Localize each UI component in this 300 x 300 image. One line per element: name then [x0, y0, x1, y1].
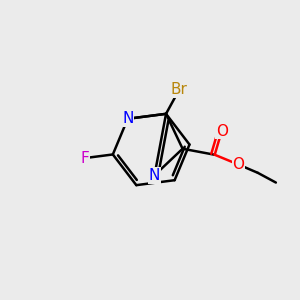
- Text: F: F: [81, 151, 90, 166]
- Text: N: N: [149, 168, 160, 183]
- Text: Br: Br: [171, 82, 188, 97]
- Text: O: O: [232, 157, 244, 172]
- Text: O: O: [216, 124, 228, 139]
- Text: N: N: [122, 111, 134, 126]
